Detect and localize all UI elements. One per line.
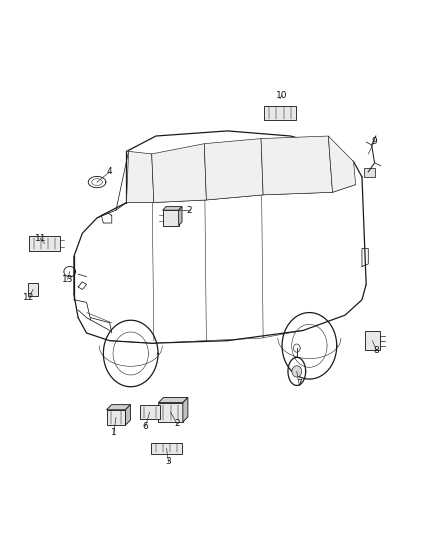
Polygon shape [29, 236, 60, 251]
Bar [364, 168, 374, 177]
Polygon shape [106, 410, 125, 425]
Polygon shape [183, 398, 188, 422]
Polygon shape [159, 398, 188, 402]
Polygon shape [151, 442, 182, 454]
Polygon shape [106, 405, 131, 410]
Polygon shape [261, 136, 332, 195]
Polygon shape [365, 331, 380, 350]
Text: 13: 13 [62, 275, 74, 284]
Polygon shape [179, 207, 182, 225]
Polygon shape [28, 283, 39, 296]
Text: 10: 10 [276, 91, 288, 100]
Polygon shape [162, 207, 182, 210]
Text: 3: 3 [166, 457, 171, 466]
Text: 11: 11 [35, 234, 46, 243]
Text: 8: 8 [374, 346, 380, 356]
Polygon shape [162, 210, 179, 225]
Text: 4: 4 [107, 167, 113, 176]
Text: 9: 9 [372, 136, 378, 146]
Polygon shape [264, 106, 296, 120]
Text: 2: 2 [187, 206, 192, 215]
Text: 7: 7 [296, 378, 302, 387]
Polygon shape [328, 136, 356, 192]
Polygon shape [152, 144, 206, 203]
Polygon shape [140, 405, 160, 419]
Text: 6: 6 [142, 422, 148, 431]
Text: 12: 12 [23, 293, 35, 302]
Text: 2: 2 [174, 419, 180, 428]
Polygon shape [125, 405, 131, 425]
Polygon shape [127, 151, 154, 203]
Text: 1: 1 [111, 429, 117, 437]
Polygon shape [204, 139, 263, 200]
Polygon shape [159, 402, 183, 422]
Polygon shape [292, 366, 302, 377]
